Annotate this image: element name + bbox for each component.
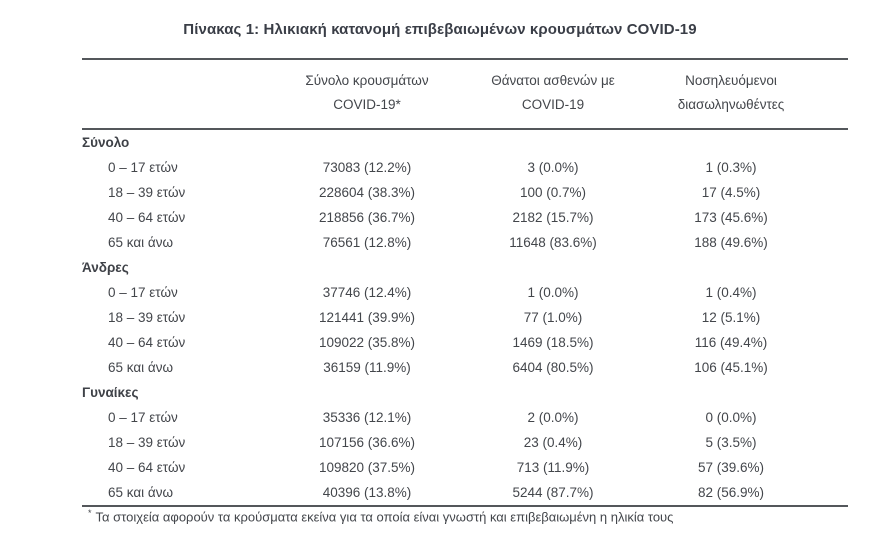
intubated-cell: 17 (4.5%) [701,185,761,200]
cases-cell: 109820 (37.5%) [318,460,416,475]
age-label: 65 και άνω [108,235,174,250]
header-cases-line1: Σύνολο κρουσμάτων [305,73,429,88]
cases-cell: 121441 (39.9%) [318,310,416,325]
age-label: 65 και άνω [108,485,174,500]
deaths-cell: 11648 (83.6%) [509,235,597,250]
cases-cell: 218856 (36.7%) [318,210,416,225]
table-row: 65 και άνω 40396 (13.8%) 5244 (87.7%) 82… [82,480,848,506]
deaths-cell: 100 (0.7%) [519,185,587,200]
table-body: Σύνολο 0 – 17 ετών 73083 (12.2%) 3 (0.0%… [82,129,848,506]
age-label: 0 – 17 ετών [108,160,178,175]
table-row: 40 – 64 ετών 109022 (35.8%) 1469 (18.5%)… [82,330,848,355]
deaths-cell: 1469 (18.5%) [512,335,594,350]
age-label: 40 – 64 ετών [108,460,186,475]
cases-cell: 73083 (12.2%) [322,160,412,175]
cases-cell: 109022 (35.8%) [318,335,416,350]
intubated-cell: 82 (56.9%) [697,485,765,500]
age-label: 0 – 17 ετών [108,410,178,425]
header-intubated-line1: Νοσηλευόμενοι [685,73,777,88]
table-row: 18 – 39 ετών 121441 (39.9%) 77 (1.0%) 12… [82,305,848,330]
age-label: 40 – 64 ετών [108,335,186,350]
age-label: 18 – 39 ετών [108,435,186,450]
cases-cell: 228604 (38.3%) [318,185,416,200]
cases-cell: 37746 (12.4%) [322,285,412,300]
table-row: 65 και άνω 36159 (11.9%) 6404 (80.5%) 10… [82,355,848,380]
section-label: Άνδρες [82,260,129,275]
age-label: 18 – 39 ετών [108,185,186,200]
intubated-cell: 57 (39.6%) [697,460,765,475]
cases-cell: 36159 (11.9%) [323,360,411,375]
covid-age-table: Σύνολο κρουσμάτων COVID-19* Θάνατοι ασθε… [82,58,848,507]
age-label: 65 και άνω [108,360,174,375]
footnote-text: Τα στοιχεία αφορούν τα κρούσματα εκείνα … [95,509,674,525]
intubated-cell: 116 (49.4%) [694,335,768,350]
age-label: 40 – 64 ετών [108,210,186,225]
table-row: 0 – 17 ετών 35336 (12.1%) 2 (0.0%) 0 (0.… [82,405,848,430]
age-label: 18 – 39 ετών [108,310,186,325]
table-section-row: Γυναίκες [82,380,848,405]
intubated-cell: 1 (0.4%) [705,285,757,300]
table-row: 65 και άνω 76561 (12.8%) 11648 (83.6%) 1… [82,230,848,255]
intubated-cell: 12 (5.1%) [701,310,761,325]
table-row: 40 – 64 ετών 218856 (36.7%) 2182 (15.7%)… [82,205,848,230]
intubated-cell: 0 (0.0%) [705,410,757,425]
deaths-cell: 3 (0.0%) [527,160,579,175]
intubated-cell: 173 (45.6%) [694,210,768,225]
header-intubated-line2: διασωληνωθέντες [677,97,785,112]
intubated-cell: 5 (3.5%) [705,435,757,450]
footnote-asterisk: * [88,508,92,518]
header-cases-column: Σύνολο κρουσμάτων COVID-19* [274,59,460,130]
table-header: Σύνολο κρουσμάτων COVID-19* Θάνατοι ασθε… [82,59,848,130]
header-deaths-line1: Θάνατοι ασθενών με [491,73,615,88]
table-row: 18 – 39 ετών 228604 (38.3%) 100 (0.7%) 1… [82,180,848,205]
table-section-row: Άνδρες [82,255,848,280]
intubated-cell: 1 (0.3%) [705,160,757,175]
age-label: 0 – 17 ετών [108,285,178,300]
cases-cell: 35336 (12.1%) [322,410,412,425]
footnote: * Τα στοιχεία αφορούν τα κρούσματα εκείνα… [88,508,848,524]
deaths-cell: 1 (0.0%) [527,285,579,300]
table-row: 40 – 64 ετών 109820 (37.5%) 713 (11.9%) … [82,455,848,480]
section-label: Σύνολο [82,135,130,150]
deaths-cell: 77 (1.0%) [523,310,583,325]
table-row: 0 – 17 ετών 73083 (12.2%) 3 (0.0%) 1 (0.… [82,155,848,180]
deaths-cell: 6404 (80.5%) [512,360,594,375]
table-title: Πίνακας 1: Ηλικιακή κατανομή επιβεβαιωμέ… [183,21,697,38]
header-intubated-column: Νοσηλευόμενοι διασωληνωθέντες [646,59,848,130]
header-deaths-column: Θάνατοι ασθενών με COVID-19 [460,59,646,130]
intubated-cell: 188 (49.6%) [694,235,768,250]
deaths-cell: 713 (11.9%) [516,460,590,475]
header-cases-line2: COVID-19* [333,97,401,112]
covid-age-table-wrapper: Σύνολο κρουσμάτων COVID-19* Θάνατοι ασθε… [82,58,848,507]
table-row: 18 – 39 ετών 107156 (36.6%) 23 (0.4%) 5 … [82,430,848,455]
deaths-cell: 23 (0.4%) [523,435,583,450]
section-label: Γυναίκες [82,385,139,400]
table-section-row: Σύνολο [82,129,848,155]
table-row: 0 – 17 ετών 37746 (12.4%) 1 (0.0%) 1 (0.… [82,280,848,305]
cases-cell: 76561 (12.8%) [322,235,412,250]
deaths-cell: 5244 (87.7%) [512,485,594,500]
intubated-cell: 106 (45.1%) [694,360,768,375]
header-deaths-line2: COVID-19 [521,97,585,112]
cases-cell: 107156 (36.6%) [318,435,416,450]
deaths-cell: 2 (0.0%) [527,410,579,425]
header-empty-cell [82,59,274,130]
deaths-cell: 2182 (15.7%) [512,210,594,225]
cases-cell: 40396 (13.8%) [322,485,412,500]
